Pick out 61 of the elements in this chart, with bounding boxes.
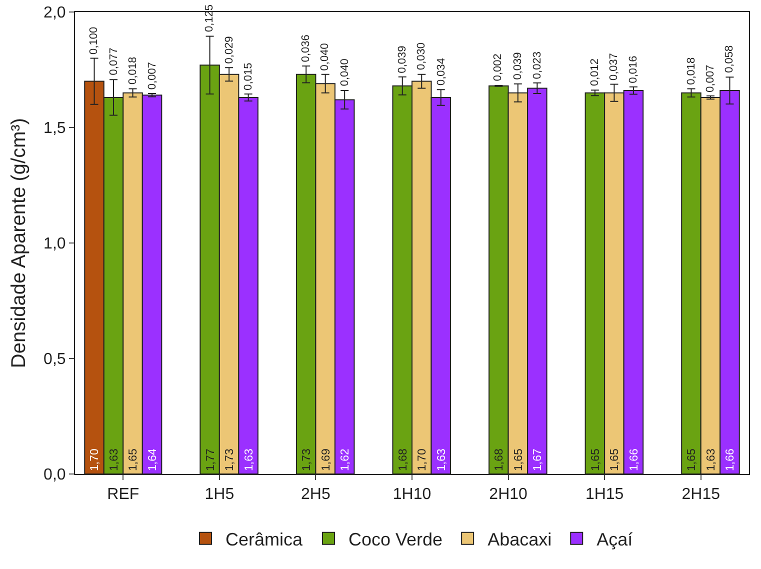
annotation: 0,058 (724, 45, 736, 73)
annotation: 0,012 (588, 58, 601, 86)
annotation: 0,034 (435, 58, 448, 86)
y-tick-label: 2,0 (44, 4, 66, 22)
data-label: 1,63 (705, 448, 718, 471)
y-tick-label: 1,5 (44, 120, 66, 138)
x-tick-label: 1H5 (204, 486, 234, 504)
annotation: 0,037 (608, 52, 620, 80)
annotation: 0,039 (396, 46, 408, 74)
data-label: 1,65 (590, 448, 602, 471)
data-label: 1,62 (340, 448, 352, 471)
data-label: 1,66 (628, 448, 640, 471)
data-label: 1,63 (108, 448, 120, 471)
data-label: 1,73 (301, 448, 314, 471)
y-tick-label: 0,5 (44, 351, 66, 368)
data-label: 1,66 (724, 448, 737, 471)
annotation: 0,040 (318, 43, 331, 71)
data-label: 1,67 (532, 448, 544, 471)
annotation: 0,125 (204, 4, 216, 32)
annotation: 0,018 (127, 56, 140, 84)
data-label: 1,64 (147, 448, 160, 471)
annotation: 0,007 (704, 64, 717, 92)
x-tick-label: 2H10 (489, 486, 528, 504)
data-label: 1,65 (128, 448, 140, 471)
annotation: 0,039 (512, 52, 524, 80)
annotation: 0,016 (628, 56, 640, 84)
annotation: 0,040 (339, 58, 352, 86)
data-label: 1,65 (512, 448, 525, 471)
data-label: 1,63 (243, 448, 256, 471)
y-tick-label: 1,0 (44, 236, 66, 253)
y-tick-label: 0,0 (44, 466, 66, 484)
annotation: 0,018 (686, 57, 698, 85)
annotation: 0,007 (146, 62, 158, 90)
data-label: 1,73 (224, 448, 236, 471)
data-label: 1,65 (686, 448, 698, 471)
x-tick-label: 1H15 (585, 486, 624, 504)
annotation: 0,030 (415, 42, 428, 70)
legend-label: Açaí (596, 529, 633, 550)
annotation: 0,029 (223, 36, 236, 64)
legend-label: Coco Verde (348, 529, 443, 550)
legend-label: Abacaxi (488, 529, 552, 550)
annotation: 0,015 (242, 62, 254, 90)
data-label: 1,63 (436, 448, 448, 471)
data-label: 1,77 (204, 448, 217, 471)
x-tick-label: 1H10 (392, 486, 432, 504)
y-axis-title: Densidade Aparente (g/cm³) (8, 118, 30, 368)
annotation: 0,036 (300, 34, 312, 62)
data-label: 1,70 (416, 448, 429, 471)
annotation: 0,077 (108, 48, 120, 76)
data-label: 1,68 (397, 448, 410, 471)
annotation: 0,100 (88, 26, 100, 54)
legend-label: Cerâmica (226, 529, 304, 550)
data-label: 1,65 (609, 448, 622, 471)
data-label: 1,68 (494, 448, 506, 471)
x-tick-label: 2H15 (682, 486, 720, 504)
x-tick-label: REF (107, 486, 140, 504)
annotation: 0,002 (492, 54, 504, 82)
data-label: 1,69 (320, 448, 332, 471)
x-tick-label: 2H5 (301, 486, 330, 504)
data-label: 1,70 (89, 448, 102, 471)
annotation: 0,023 (531, 52, 544, 80)
